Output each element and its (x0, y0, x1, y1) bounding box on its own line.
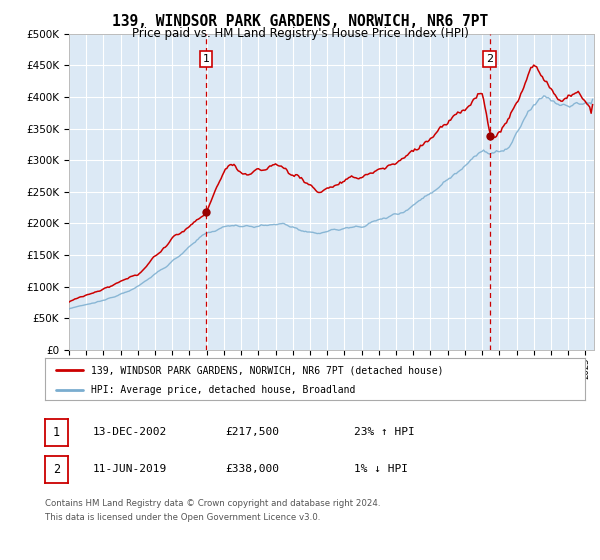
Text: This data is licensed under the Open Government Licence v3.0.: This data is licensed under the Open Gov… (45, 513, 320, 522)
Text: 2: 2 (53, 463, 60, 476)
Text: Contains HM Land Registry data © Crown copyright and database right 2024.: Contains HM Land Registry data © Crown c… (45, 500, 380, 508)
Text: 13-DEC-2002: 13-DEC-2002 (93, 427, 167, 437)
Text: 139, WINDSOR PARK GARDENS, NORWICH, NR6 7PT: 139, WINDSOR PARK GARDENS, NORWICH, NR6 … (112, 14, 488, 29)
Text: HPI: Average price, detached house, Broadland: HPI: Average price, detached house, Broa… (91, 385, 355, 395)
Text: £217,500: £217,500 (225, 427, 279, 437)
Text: Price paid vs. HM Land Registry's House Price Index (HPI): Price paid vs. HM Land Registry's House … (131, 27, 469, 40)
Text: 1% ↓ HPI: 1% ↓ HPI (354, 464, 408, 474)
Text: 139, WINDSOR PARK GARDENS, NORWICH, NR6 7PT (detached house): 139, WINDSOR PARK GARDENS, NORWICH, NR6 … (91, 365, 443, 375)
Text: 11-JUN-2019: 11-JUN-2019 (93, 464, 167, 474)
Text: 1: 1 (203, 54, 209, 64)
Text: 2: 2 (486, 54, 493, 64)
Text: 1: 1 (53, 426, 60, 439)
Text: 23% ↑ HPI: 23% ↑ HPI (354, 427, 415, 437)
Text: £338,000: £338,000 (225, 464, 279, 474)
